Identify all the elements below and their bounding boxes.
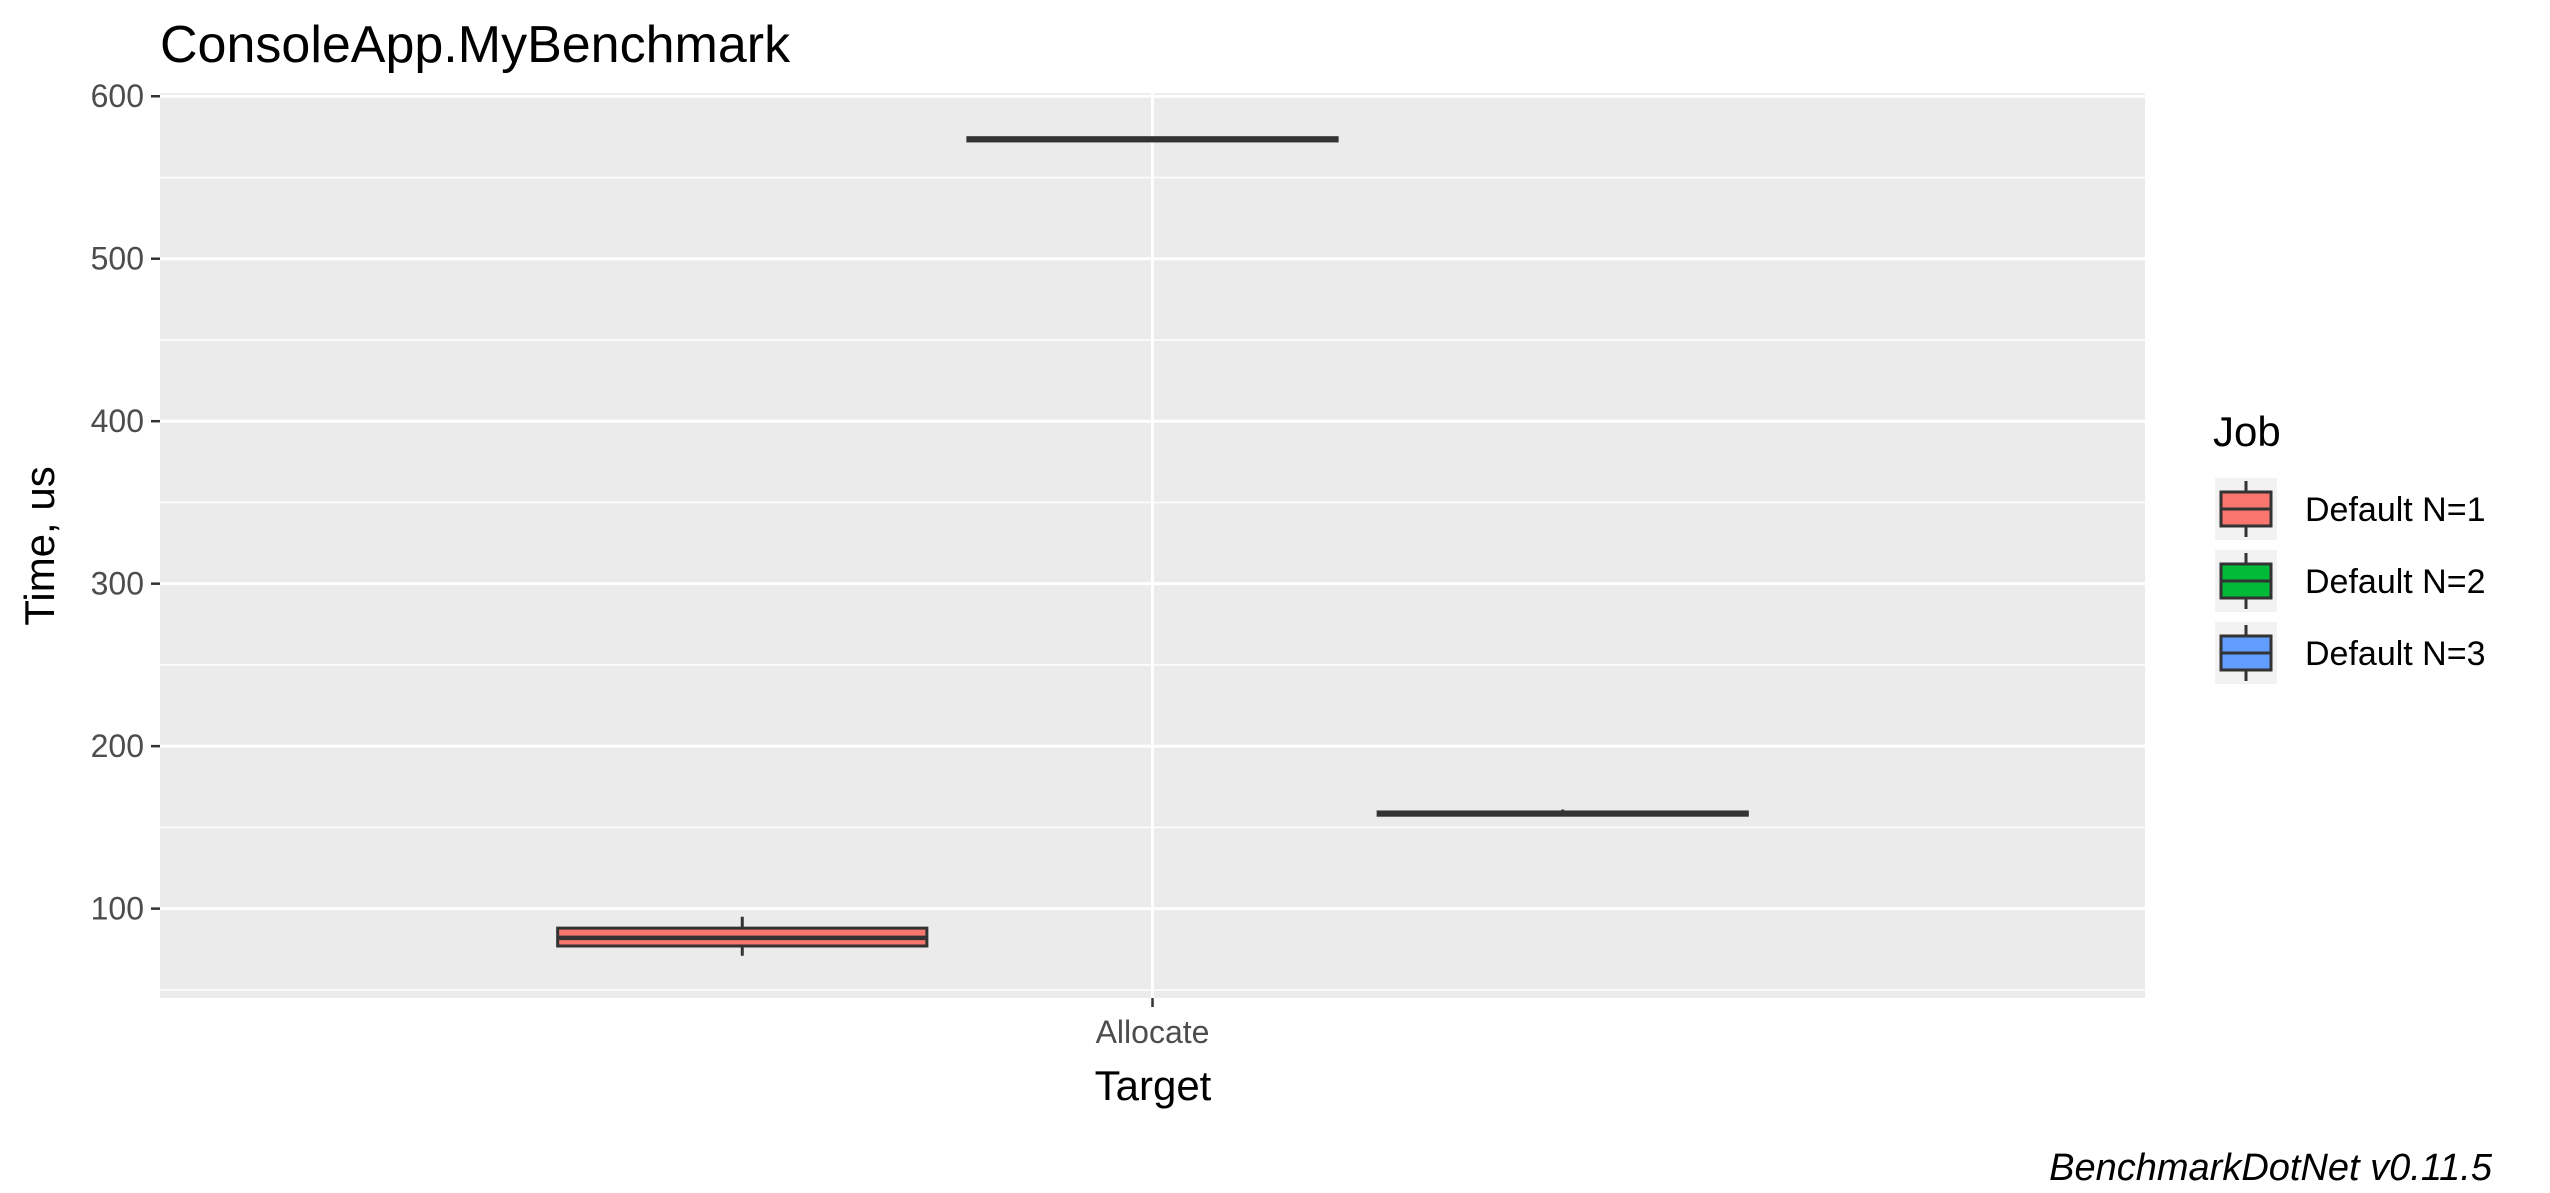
legend-label: Default N=3 xyxy=(2305,635,2486,673)
y-axis-title: Time, us xyxy=(16,466,63,625)
y-axis-ticks: 100 200 300 400 500 600 xyxy=(91,78,160,927)
legend-label: Default N=2 xyxy=(2305,563,2486,601)
y-tick-label: 600 xyxy=(91,78,144,114)
x-tick-label: Allocate xyxy=(1096,1014,1210,1050)
legend-label: Default N=1 xyxy=(2305,491,2486,529)
y-tick-label: 200 xyxy=(91,728,144,764)
legend: Job Default N=1 Default N=2 Default N=3 xyxy=(2213,408,2486,684)
major-gridlines xyxy=(160,93,2145,998)
boxplots xyxy=(556,136,1749,956)
caption: BenchmarkDotNet v0.11.5 xyxy=(2049,1147,2493,1189)
legend-title: Job xyxy=(2213,408,2281,455)
y-tick-label: 300 xyxy=(91,566,144,602)
chart-title: ConsoleApp.MyBenchmark xyxy=(160,16,791,74)
y-tick-label: 400 xyxy=(91,403,144,439)
y-tick-label: 100 xyxy=(91,891,144,927)
x-axis-title: Target xyxy=(1095,1062,1212,1109)
x-axis-ticks: Allocate xyxy=(1096,998,1210,1050)
y-tick-label: 500 xyxy=(91,241,144,277)
